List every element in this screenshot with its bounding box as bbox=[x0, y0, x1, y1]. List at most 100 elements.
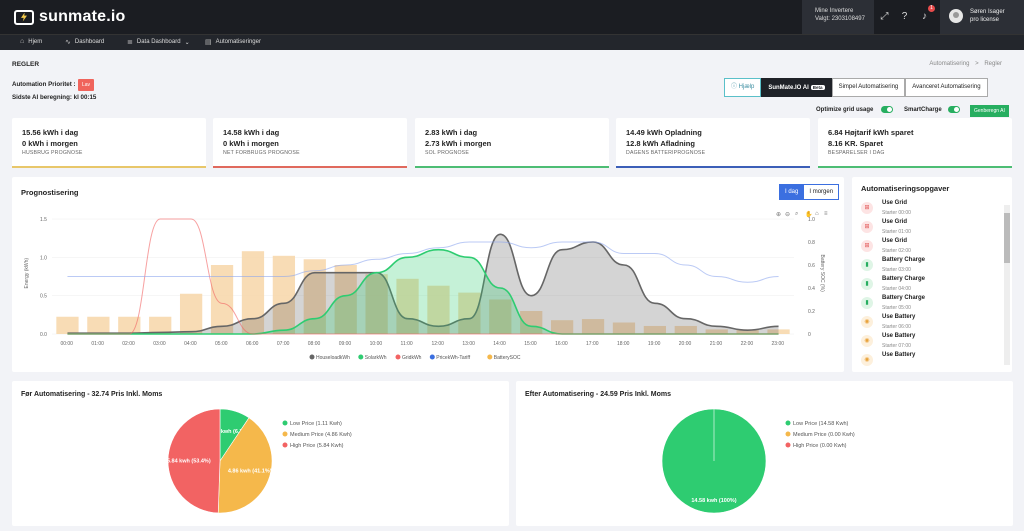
task-title: Use Battery bbox=[882, 333, 916, 339]
prognosis-chart[interactable]: 0.0 0.5 1.0 1.5 0 0.2 0.4 0.6 0.8 1.0 Energy (kWh)… bbox=[12, 177, 844, 372]
notification-badge: 1 bbox=[928, 5, 935, 12]
nav-label: Automatiseringer bbox=[215, 39, 261, 45]
nav-item-data-dashboard[interactable]: ≣ Data Dashboard ⌄ bbox=[127, 38, 190, 46]
chevron-down-icon: ⌄ bbox=[184, 39, 190, 46]
help-button[interactable]: ⓘ Hjælp bbox=[724, 78, 762, 97]
scroll-thumb[interactable] bbox=[1004, 213, 1010, 263]
page-title: REGLER bbox=[12, 61, 40, 68]
fullscreen-icon[interactable]: ⤢ bbox=[880, 11, 889, 22]
day-toggle: I dag I morgen bbox=[779, 184, 840, 200]
task-title: Battery Charge bbox=[882, 257, 926, 263]
bell-icon[interactable]: ♪ bbox=[922, 11, 927, 22]
legend-dot bbox=[785, 431, 791, 437]
line-pricekwh-tariff bbox=[67, 241, 779, 283]
card-line1: 2.83 kWh i dag bbox=[425, 128, 478, 137]
x-tick-label: 12:00 bbox=[431, 341, 444, 347]
task-item[interactable]: ◉ Use Battery bbox=[861, 352, 1001, 371]
zoom-out-icon[interactable]: ⊖ bbox=[785, 212, 791, 218]
help-label: Hjælp bbox=[738, 84, 755, 90]
bar-battery-soc bbox=[581, 319, 605, 334]
pan-icon[interactable]: ✋ bbox=[805, 212, 813, 218]
x-tick-label: 20:00 bbox=[679, 341, 692, 347]
tab-simple[interactable]: Simpel Automatisering bbox=[831, 78, 906, 97]
task-title: Use Grid bbox=[882, 219, 908, 225]
task-item[interactable]: ▮ Battery Charge Starter 05:00 bbox=[861, 295, 1001, 314]
grid-icon: ⊞ bbox=[861, 202, 873, 214]
nav-label: Dashboard bbox=[74, 39, 105, 45]
smart-charge-toggle[interactable] bbox=[948, 106, 960, 113]
task-title: Use Battery bbox=[882, 314, 916, 320]
card-label: HUSBRUG PROGNOSE bbox=[22, 150, 83, 156]
inverters-label: Mine Invertere bbox=[815, 8, 854, 14]
help-icon[interactable]: ? bbox=[901, 11, 908, 22]
user-license: pro license bbox=[970, 17, 1000, 23]
y2-tick-label: 0.6 bbox=[808, 263, 815, 269]
card-line2: 12.8 kWh Afladning bbox=[626, 139, 695, 148]
before-pie-chart: 1.11 kwh (6.7%) 4.86 kwh (41.1%) 5.84 kwh … bbox=[167, 408, 352, 514]
menu-icon[interactable]: ≡ bbox=[824, 211, 828, 217]
recalc-ai-button[interactable]: Genberegn AI bbox=[970, 105, 1009, 117]
legend-label: High Price (5.84 Kwh) bbox=[290, 443, 344, 449]
bar-battery-soc bbox=[520, 311, 543, 334]
tab-ai[interactable]: SunMate.IO AI Beta bbox=[761, 78, 832, 97]
task-item[interactable]: ⊞ Use Grid Starter 00:00 bbox=[861, 200, 1001, 219]
task-item[interactable]: ▮ Battery Charge Starter 04:00 bbox=[861, 276, 1001, 295]
legend-label: High Price (0.00 Kwh) bbox=[793, 443, 847, 449]
bar-battery-soc bbox=[303, 259, 326, 334]
card-accent-bar bbox=[818, 166, 1012, 168]
search-icon[interactable]: ⌕ bbox=[795, 211, 799, 217]
x-tick-label: 10:00 bbox=[370, 341, 383, 347]
x-tick-label: 23:00 bbox=[772, 341, 785, 347]
x-tick-label: 21:00 bbox=[710, 341, 723, 347]
x-tick-label: 16:00 bbox=[555, 341, 568, 347]
tab-ai-label: SunMate.IO AI bbox=[768, 85, 809, 91]
pie-slice-label: 4.86 kwh (41.1%) bbox=[228, 469, 272, 475]
line-gridkwh bbox=[67, 218, 779, 335]
user-menu[interactable]: Søren Isager pro license bbox=[940, 0, 1024, 34]
legend-label-solarkwh: SolarkWh bbox=[365, 355, 387, 361]
nav-item-home[interactable]: ⌂ Hjem bbox=[20, 38, 42, 45]
tomorrow-button[interactable]: I morgen bbox=[804, 184, 840, 200]
pie-slice bbox=[167, 408, 221, 514]
database-icon: ≣ bbox=[127, 39, 133, 46]
logo[interactable]: sunmate.io bbox=[14, 8, 125, 26]
card-line1: 14.58 kWh i dag bbox=[223, 128, 280, 137]
card-houseload: 15.56 kWh i dag 0 kWh i morgen HUSBRUG P… bbox=[12, 118, 206, 168]
smart-charge-label: SmartCharge bbox=[904, 107, 942, 113]
tasks-scrollbar[interactable] bbox=[1004, 205, 1010, 365]
task-item[interactable]: ◉ Use Battery Starter 06:00 bbox=[861, 314, 1001, 333]
tab-advanced[interactable]: Avanceret Automatisering bbox=[905, 78, 988, 97]
pie-slice-label: 5.84 kwh (53.4%) bbox=[167, 458, 211, 464]
breadcrumb-parent[interactable]: Automatisering bbox=[929, 61, 970, 67]
nav-item-automations[interactable]: ▤ Automatiseringer bbox=[205, 38, 261, 46]
legend-dot-batterysoc bbox=[487, 354, 493, 360]
logo-text: sunmate.io bbox=[39, 8, 126, 25]
bar-battery-soc bbox=[396, 278, 419, 334]
x-tick-label: 05:00 bbox=[215, 341, 228, 347]
bar-battery-soc bbox=[643, 325, 667, 334]
task-item[interactable]: ⊞ Use Grid Starter 01:00 bbox=[861, 219, 1001, 238]
task-item[interactable]: ◉ Use Battery Starter 07:00 bbox=[861, 333, 1001, 352]
after-title: Efter Automatisering - 24.59 Pris Inkl. … bbox=[525, 391, 672, 398]
grid-usage-toggle[interactable] bbox=[881, 106, 893, 113]
task-item[interactable]: ▮ Battery Charge Starter 03:00 bbox=[861, 257, 1001, 276]
nav-item-dashboard[interactable]: ∿ Dashboard bbox=[65, 38, 104, 46]
breadcrumb: Automatisering > Regler bbox=[929, 61, 1002, 67]
zoom-in-icon[interactable]: ⊕ bbox=[776, 212, 782, 218]
legend-label: Low Price (1.11 Kwh) bbox=[290, 421, 342, 427]
card-solar-forecast: 2.83 kWh i dag 2.73 kWh i morgen SOL PRO… bbox=[415, 118, 609, 168]
legend-label: Medium Price (0.00 Kwh) bbox=[793, 432, 855, 438]
battery-icon: ◉ bbox=[861, 316, 873, 328]
task-start-time: Starter 03:00 bbox=[882, 267, 911, 273]
inverter-selector[interactable]: Mine Invertere Valgt: 2303108497 bbox=[802, 0, 874, 34]
x-tick-label: 18:00 bbox=[617, 341, 630, 347]
x-tick-label: 01:00 bbox=[91, 341, 104, 347]
pulse-icon: ∿ bbox=[65, 39, 71, 46]
task-item[interactable]: ⊞ Use Grid Starter 02:00 bbox=[861, 238, 1001, 257]
reset-home-icon[interactable]: ⌂ bbox=[815, 211, 819, 217]
today-button[interactable]: I dag bbox=[779, 184, 805, 200]
bar-battery-soc bbox=[334, 265, 357, 334]
legend-label-gridkwh: GridkWh bbox=[402, 355, 422, 361]
task-title: Use Battery bbox=[882, 352, 916, 358]
bar-battery-soc bbox=[118, 316, 141, 334]
